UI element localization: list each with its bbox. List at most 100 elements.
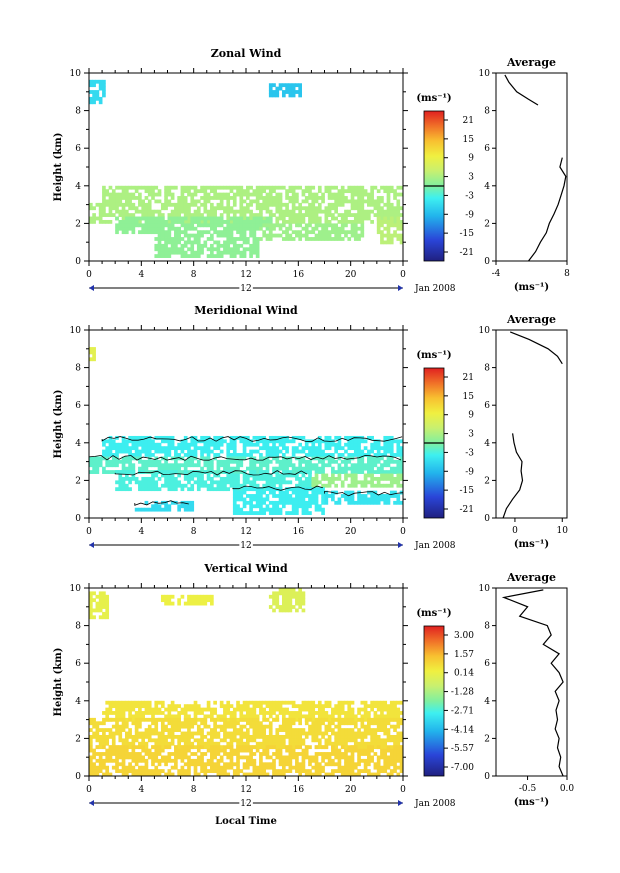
data-cell	[281, 216, 286, 221]
data-cell	[255, 254, 260, 258]
data-cell	[340, 237, 345, 241]
data-cell	[160, 741, 165, 746]
data-cell	[373, 497, 378, 502]
data-cell	[337, 196, 342, 200]
data-cell	[337, 226, 342, 231]
data-cell	[111, 459, 116, 464]
data-cell	[167, 758, 172, 763]
data-cell	[278, 588, 283, 592]
data-cell	[327, 494, 332, 498]
data-cell	[249, 439, 253, 444]
data-cell	[357, 731, 361, 736]
data-cell	[193, 446, 198, 451]
data-cell	[213, 769, 217, 773]
data-cell	[206, 213, 211, 217]
data-cell	[239, 741, 244, 746]
data-cell	[134, 507, 139, 512]
data-cell	[95, 721, 100, 726]
data-cell	[164, 601, 168, 606]
data-cell	[105, 594, 110, 599]
data-cell	[167, 463, 172, 468]
data-cell	[380, 196, 384, 200]
data-cell	[121, 206, 126, 211]
data-cell	[311, 728, 316, 732]
data-cell	[180, 219, 185, 224]
data-cell	[226, 711, 231, 715]
data-cell	[291, 490, 296, 495]
data-cell	[134, 714, 139, 719]
data-cell	[187, 765, 191, 770]
data-cell	[285, 459, 289, 464]
data-cell	[347, 456, 352, 461]
data-cell	[350, 223, 355, 228]
data-cell	[367, 724, 371, 729]
data-cell	[124, 707, 129, 712]
data-cell	[92, 350, 96, 355]
data-cell	[157, 745, 162, 750]
data-cell	[373, 704, 378, 709]
data-cell	[393, 453, 397, 457]
data-cell	[229, 752, 234, 756]
data-cell	[298, 470, 302, 474]
data-cell	[393, 189, 397, 194]
data-cell	[344, 199, 348, 204]
data-cell	[327, 483, 332, 488]
data-cell	[151, 711, 155, 715]
data-cell	[95, 728, 100, 732]
data-cell	[105, 738, 110, 743]
data-cell	[203, 442, 208, 447]
data-cell	[219, 476, 224, 481]
data-cell	[311, 196, 316, 200]
data-cell	[105, 199, 110, 204]
data-cell	[275, 202, 280, 207]
data-cell	[239, 223, 244, 228]
data-cell	[301, 748, 306, 753]
data-cell	[226, 216, 231, 221]
data-cell	[252, 237, 257, 241]
data-cell	[203, 601, 208, 606]
data-cell	[210, 254, 214, 258]
data-cell	[236, 483, 240, 488]
data-cell	[226, 223, 231, 228]
data-cell	[190, 704, 195, 709]
data-cell	[118, 480, 123, 485]
data-cell	[89, 470, 93, 474]
data-cell	[370, 219, 374, 224]
data-cell	[281, 83, 286, 88]
data-cell	[105, 449, 110, 454]
data-cell	[147, 731, 152, 736]
data-cell	[259, 704, 263, 709]
data-cell	[252, 504, 257, 509]
data-cell	[249, 243, 253, 248]
data-cell	[314, 206, 319, 211]
data-cell	[92, 357, 96, 362]
data-cell	[304, 483, 309, 488]
data-cell	[92, 731, 96, 736]
data-cell	[213, 247, 217, 252]
data-cell	[259, 189, 263, 194]
data-cell	[317, 219, 322, 224]
data-cell	[252, 769, 257, 773]
data-cell	[376, 453, 381, 457]
data-cell	[236, 507, 240, 512]
data-cell	[376, 459, 381, 464]
data-cell	[216, 439, 221, 444]
data-cell	[111, 731, 116, 736]
data-cell	[246, 480, 250, 485]
data-cell	[167, 223, 172, 228]
data-cell	[389, 734, 394, 739]
data-cell	[232, 470, 237, 474]
data-cell	[389, 470, 394, 474]
data-cell	[386, 206, 391, 211]
data-cell	[242, 480, 247, 485]
data-cell	[285, 480, 289, 485]
data-cell	[275, 439, 280, 444]
data-cell	[213, 226, 217, 231]
profile-x-axis-label: (ms⁻¹)	[514, 539, 549, 550]
data-cell	[147, 480, 152, 485]
data-cell	[389, 704, 394, 709]
data-cell	[239, 724, 244, 729]
data-cell	[272, 494, 276, 498]
data-cell	[268, 435, 273, 440]
data-cell	[262, 473, 267, 478]
